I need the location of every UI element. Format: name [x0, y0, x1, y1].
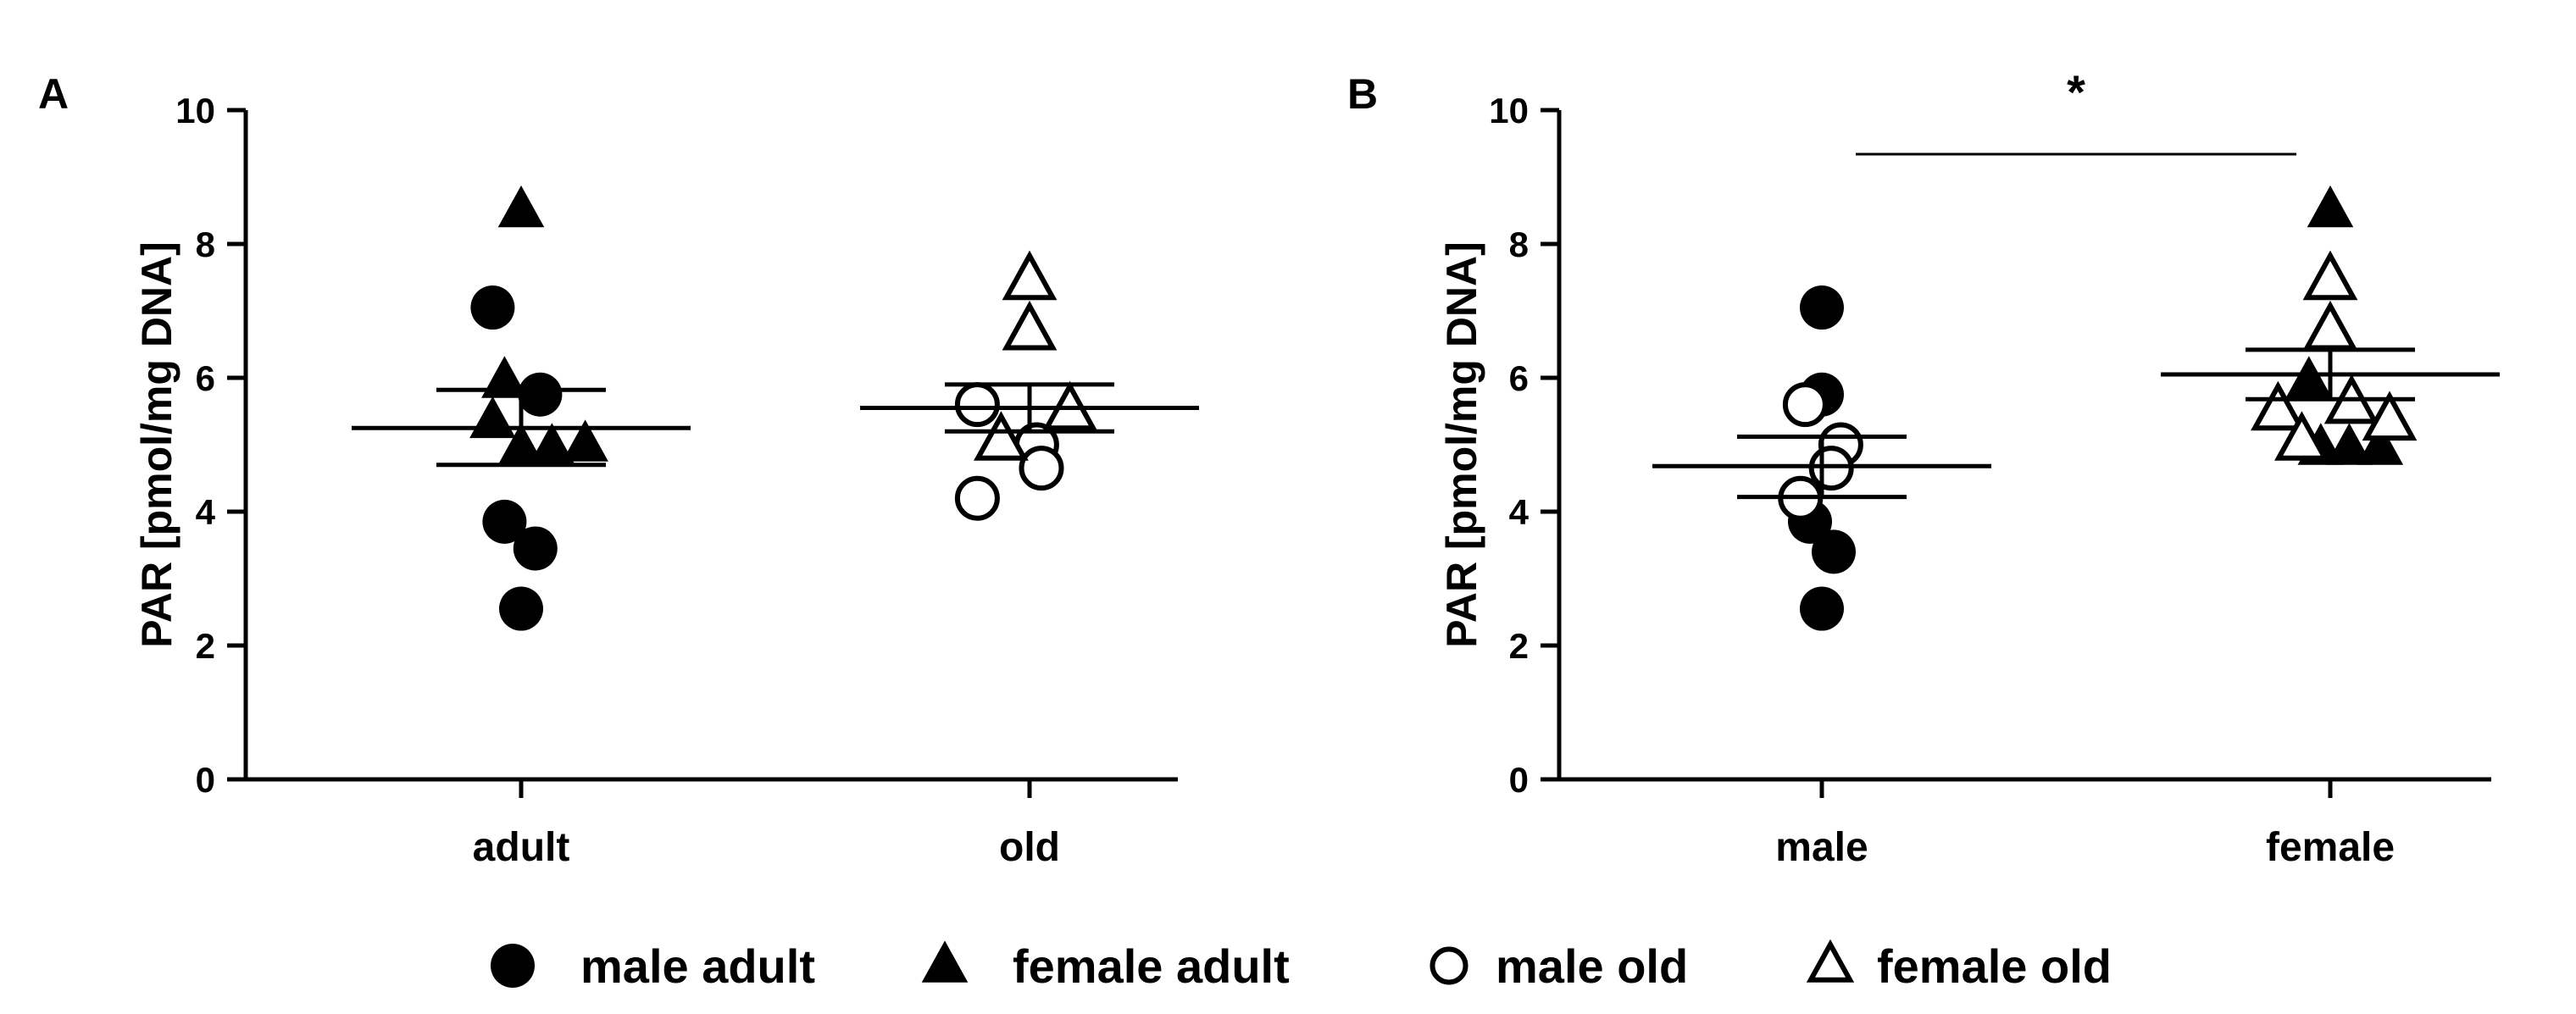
legend: male adult female adult male old female old — [491, 939, 2112, 993]
data-point-filled-triangle — [481, 356, 528, 398]
data-point-filled-triangle — [2285, 356, 2333, 398]
y-tick-label: 8 — [196, 224, 215, 264]
legend-marker-open-triangle — [1806, 939, 1855, 983]
x-tick-label: adult — [473, 825, 570, 870]
legend-label: male old — [1496, 939, 1688, 993]
data-point-open-triangle — [2251, 380, 2306, 431]
data-point-filled-circle — [513, 526, 558, 571]
data-point-open-triangle — [1002, 300, 1058, 351]
data-point-filled-circle — [1812, 529, 1856, 574]
data-point-filled-circle — [518, 372, 563, 417]
data-point-filled-triangle — [2307, 185, 2354, 228]
data-point-open-triangle — [2302, 300, 2358, 351]
data-point-filled-circle — [1800, 586, 1844, 631]
data-point-open-circle — [1782, 382, 1828, 428]
panel-b: B 0 2 4 6 8 10 male female PAR [pmol/mg DNA] * — [1347, 65, 2500, 870]
data-point-open-triangle — [974, 411, 1029, 461]
y-tick-label: 0 — [196, 760, 215, 800]
data-point-open-triangle — [1002, 250, 1058, 301]
y-tick-label: 0 — [1509, 760, 1529, 800]
data-point-open-circle — [954, 475, 1000, 521]
significance-star: * — [2067, 65, 2085, 119]
panel-letter: A — [38, 70, 69, 118]
data-point-open-triangle — [2362, 391, 2418, 441]
panel-letter: B — [1347, 70, 1378, 118]
legend-label: female old — [1877, 939, 2112, 993]
data-point-filled-triangle — [529, 423, 575, 465]
data-point-filled-circle — [1800, 285, 1844, 330]
x-tick-label: male — [1775, 825, 1868, 870]
data-point-open-circle — [1019, 446, 1064, 491]
y-tick-label: 6 — [196, 358, 215, 398]
y-axis-label: PAR [pmol/mg DNA] — [133, 241, 180, 648]
data-point-filled-circle — [499, 586, 543, 631]
data-point-open-circle — [954, 382, 1000, 428]
legend-label: male adult — [580, 939, 815, 993]
x-tick-label: female — [2266, 825, 2395, 870]
data-point-open-triangle — [2274, 411, 2329, 461]
legend-label: female adult — [1013, 939, 1290, 993]
data-point-filled-circle — [482, 499, 527, 544]
y-tick-label: 4 — [1509, 492, 1530, 532]
data-point-filled-triangle — [2357, 423, 2404, 465]
panel-a: A 0 2 4 6 8 10 adult old PAR [pmol/mg DNA] — [38, 70, 1199, 870]
y-tick-label: 4 — [196, 492, 216, 532]
legend-marker-filled-triangle — [921, 940, 969, 983]
x-tick-label: old — [999, 825, 1060, 870]
data-point-filled-triangle — [2326, 423, 2373, 465]
data-point-filled-triangle — [562, 419, 608, 462]
data-point-filled-triangle — [469, 396, 516, 439]
y-tick-label: 8 — [1509, 224, 1529, 264]
y-tick-label: 2 — [1509, 626, 1529, 666]
y-tick-label: 10 — [175, 91, 215, 130]
y-axis-label: PAR [pmol/mg DNA] — [1438, 241, 1485, 648]
y-tick-label: 2 — [196, 626, 215, 666]
data-point-filled-triangle — [497, 185, 545, 228]
y-tick-label: 6 — [1509, 358, 1529, 398]
data-point-filled-circle — [470, 285, 515, 330]
data-point-open-triangle — [2302, 250, 2358, 301]
legend-marker-filled-circle — [491, 944, 535, 988]
legend-marker-open-circle — [1430, 946, 1468, 985]
y-tick-label: 10 — [1489, 91, 1529, 130]
